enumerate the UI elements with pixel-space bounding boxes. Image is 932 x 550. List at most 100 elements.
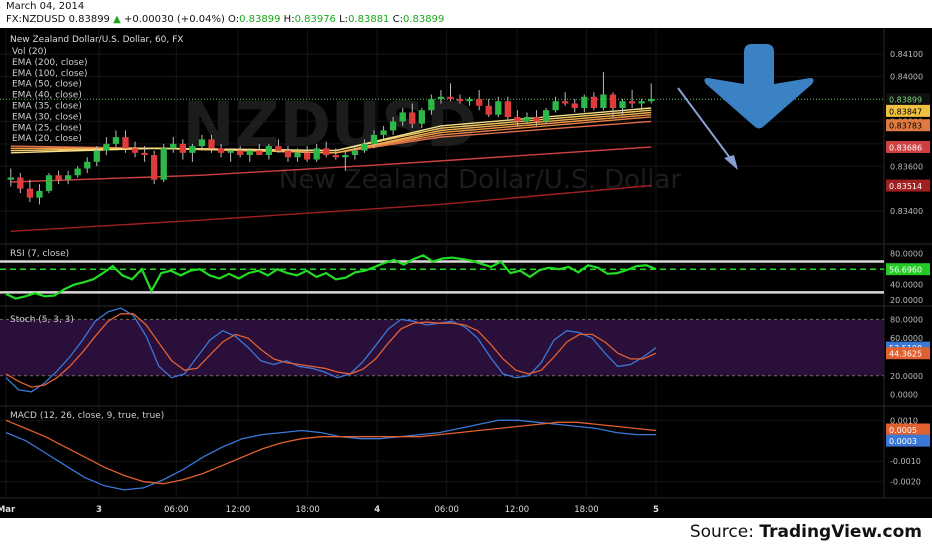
candle-bull bbox=[246, 150, 253, 156]
candle-bull bbox=[428, 99, 435, 111]
high-label: H: bbox=[283, 14, 295, 25]
candle-bull bbox=[64, 175, 72, 180]
price-label-box bbox=[886, 140, 930, 153]
price-axis[interactable]: 0.841000.840000.838000.837000.836000.834… bbox=[886, 50, 930, 487]
candle-bull bbox=[542, 110, 550, 122]
price-label-box bbox=[886, 93, 930, 106]
candle-bull bbox=[93, 150, 100, 162]
rsi-tick-label: 40.0000 bbox=[890, 281, 923, 290]
price-label-box bbox=[886, 179, 930, 192]
candle-bull bbox=[198, 139, 206, 147]
candle-bull bbox=[370, 134, 378, 144]
stoch-tick-label: 80.0000 bbox=[890, 315, 923, 324]
candle-bear bbox=[284, 150, 292, 158]
macd-value-box bbox=[886, 434, 930, 447]
candle-bear bbox=[476, 99, 483, 106]
candle-bull bbox=[112, 137, 120, 144]
ema-line bbox=[10, 146, 652, 183]
indicator-legend-entry: EMA (30, close) bbox=[12, 112, 82, 122]
candle-bear bbox=[141, 152, 148, 156]
candle-bull bbox=[294, 152, 301, 158]
candle-bear bbox=[237, 150, 244, 156]
time-tick-label: 12:00 bbox=[505, 505, 530, 515]
indicator-legend-entry: EMA (40, close) bbox=[12, 91, 82, 101]
time-tick-label: 06:00 bbox=[164, 505, 189, 515]
symbol-quote-line: FX:NZDUSD 0.83899 ▲ +0.00030 (+0.04%) O:… bbox=[6, 14, 444, 25]
symbol-watermark-subtitle: New Zealand Dollar/U.S. Dollar bbox=[279, 165, 682, 195]
candle-bull bbox=[7, 177, 14, 180]
low-value: 0.83881 bbox=[348, 14, 390, 25]
candle-bull bbox=[84, 161, 91, 169]
candle-bear bbox=[628, 101, 636, 104]
candle-bull bbox=[45, 175, 53, 191]
candle-bull bbox=[552, 101, 559, 111]
candle-bull bbox=[638, 101, 645, 104]
candle-bear bbox=[151, 155, 158, 180]
price-tick-label: 0.84100 bbox=[890, 50, 923, 59]
open-label: O: bbox=[228, 14, 240, 25]
symbol-name[interactable]: FX:NZDUSD bbox=[6, 14, 66, 25]
candle-bull bbox=[103, 143, 110, 151]
macd-tick-label: -0.0020 bbox=[890, 478, 921, 487]
rsi-pane[interactable]: RSI (7, close) bbox=[0, 249, 884, 300]
candle-bull bbox=[619, 101, 626, 108]
indicator-legend-entry: Vol (20) bbox=[12, 47, 47, 57]
macd-pane[interactable]: MACD (12, 26, close, 9, true, true) bbox=[5, 411, 657, 491]
macd-value-label: 0.0003 bbox=[889, 437, 917, 446]
candle-bull bbox=[342, 155, 349, 158]
candle-bear bbox=[122, 137, 129, 149]
indicator-legend-entry: EMA (50, close) bbox=[12, 80, 82, 90]
candle-bull bbox=[227, 150, 234, 153]
candle-bull bbox=[351, 150, 359, 156]
stoch-tick-label: 60.0000 bbox=[890, 334, 923, 343]
candle-bear bbox=[571, 103, 578, 108]
price-label-box bbox=[886, 104, 930, 117]
annotations bbox=[677, 44, 814, 170]
candle-bull bbox=[74, 168, 81, 176]
close-value: 0.83899 bbox=[402, 14, 445, 25]
price-label: 0.83514 bbox=[889, 182, 922, 191]
time-tick-label: 18:00 bbox=[295, 505, 320, 515]
rsi-tick-label: 20.0000 bbox=[890, 296, 923, 305]
candle-bear bbox=[409, 112, 416, 124]
candle-bull bbox=[495, 101, 502, 115]
price-tick-label: 0.83600 bbox=[890, 162, 923, 171]
time-tick-label: Mar bbox=[0, 505, 16, 515]
price-label: 0.83899 bbox=[889, 96, 922, 105]
ema-line bbox=[10, 184, 652, 232]
candle-bull bbox=[265, 146, 273, 156]
candle-bear bbox=[456, 99, 464, 102]
price-tick-label: 0.83400 bbox=[890, 207, 923, 216]
candle-bear bbox=[275, 146, 282, 151]
chart-date: March 04, 2014 bbox=[6, 1, 85, 12]
candle-bull bbox=[313, 148, 320, 160]
candle-bear bbox=[55, 175, 62, 180]
candle-bull bbox=[361, 143, 368, 151]
candle-bull bbox=[523, 116, 531, 122]
candle-bull bbox=[389, 121, 397, 131]
stoch-pane[interactable]: Stoch (5, 3, 3) bbox=[0, 307, 884, 393]
time-tick-label: 18:00 bbox=[574, 505, 599, 515]
stoch-tick-label: 0.0000 bbox=[890, 391, 918, 400]
last-price: 0.83899 bbox=[68, 14, 110, 25]
stoch-title: Stoch (5, 3, 3) bbox=[10, 315, 74, 325]
candle-bear bbox=[131, 148, 139, 153]
candle-bear bbox=[533, 116, 540, 122]
candle-bull bbox=[36, 190, 43, 198]
indicator-legend-entry: EMA (35, close) bbox=[12, 102, 82, 112]
price-pane-title: New Zealand Dollar/U.S. Dollar, 60, FX bbox=[10, 35, 183, 45]
down-arrow-icon bbox=[704, 44, 814, 129]
time-tick-label: 5 bbox=[653, 505, 659, 515]
price-label-box bbox=[886, 119, 930, 132]
stoch-value-box bbox=[886, 347, 930, 360]
time-axis[interactable]: Mar 3 06:00 12:00 18:00 4 06:00 12:00 18:00 5 bbox=[0, 505, 659, 515]
rsi-value-box bbox=[886, 263, 930, 276]
stoch-value-label: 44.3625 bbox=[889, 350, 922, 359]
macd-signal-line bbox=[5, 419, 657, 485]
time-tick-label: 3 bbox=[96, 505, 102, 515]
change-up-icon: ▲ bbox=[113, 14, 121, 25]
macd-value-label: 0.0005 bbox=[889, 426, 917, 435]
time-tick-label: 06:00 bbox=[434, 505, 459, 515]
